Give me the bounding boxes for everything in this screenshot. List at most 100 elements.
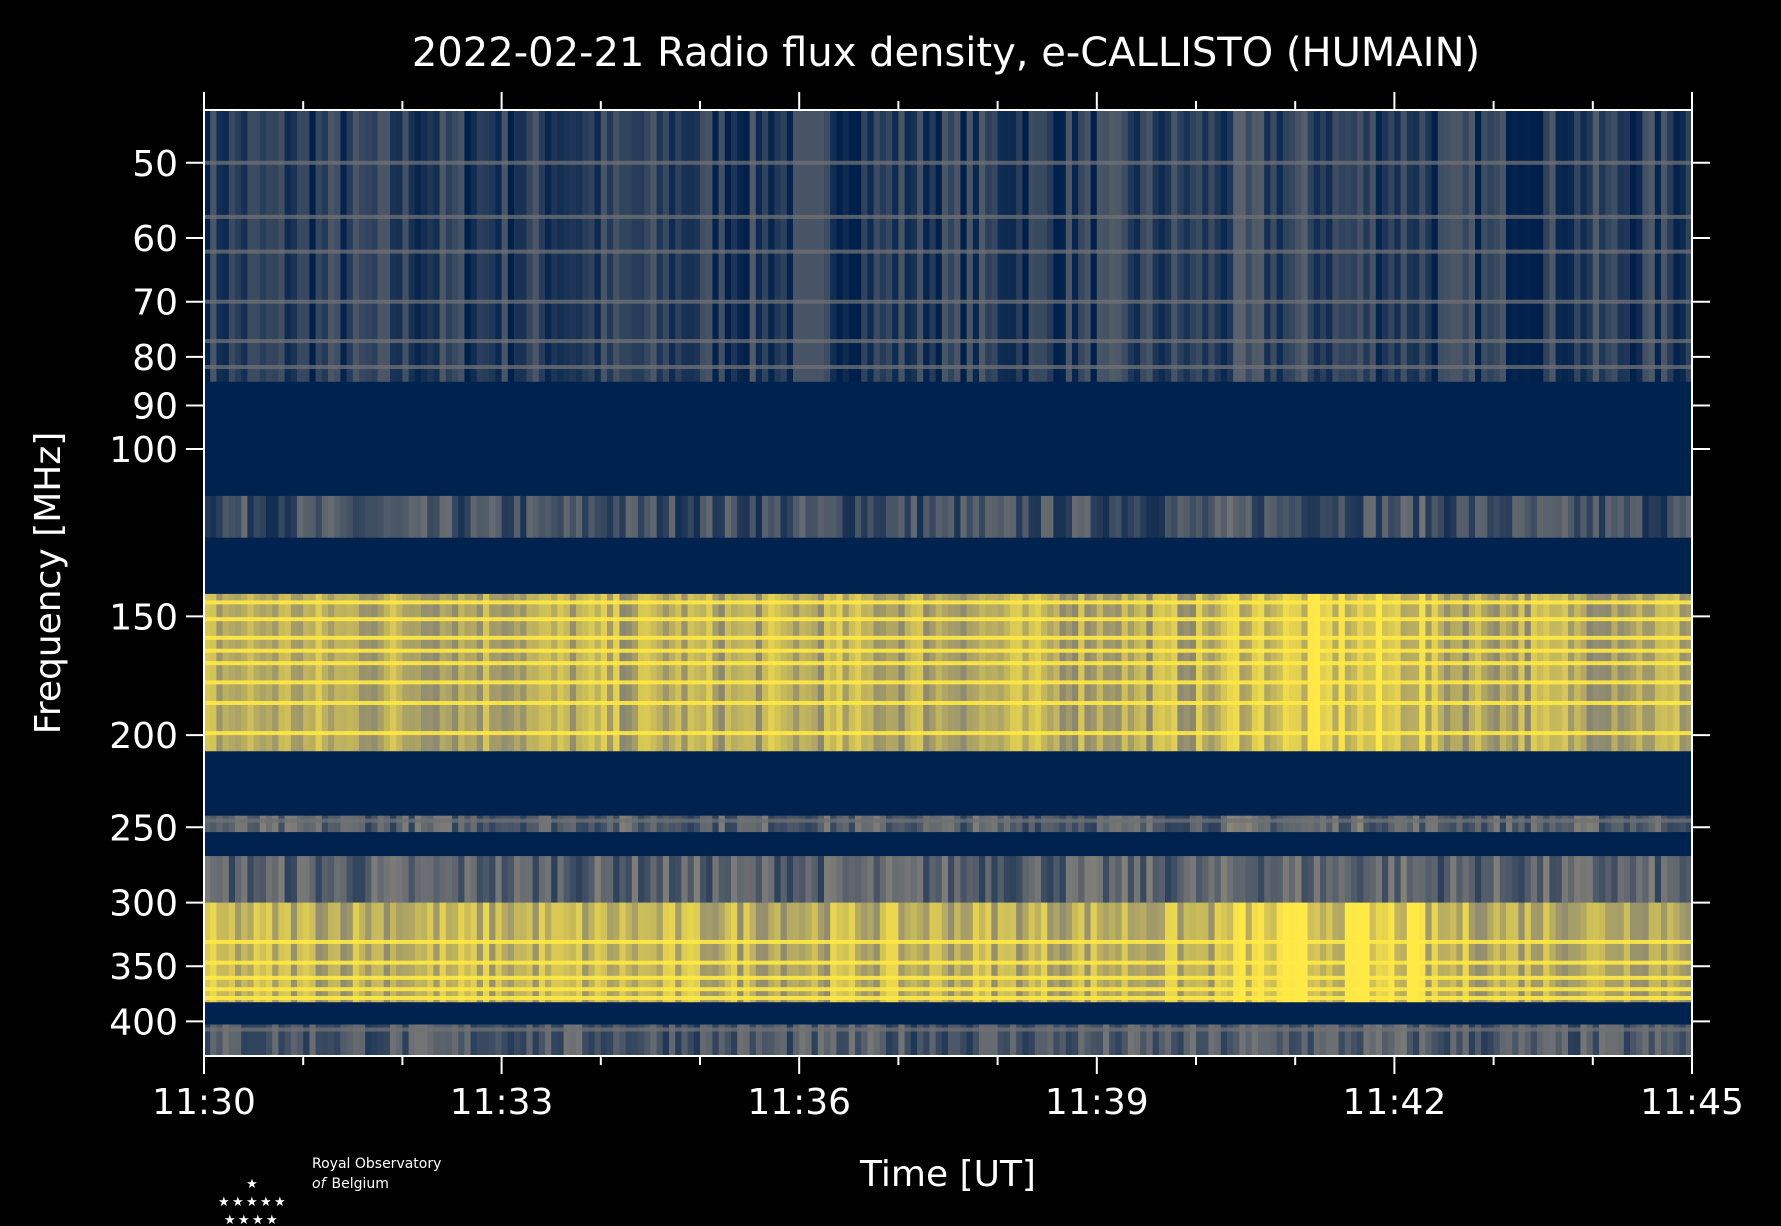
spectrum-cell: [600, 856, 608, 903]
spectrum-cell: [743, 815, 751, 833]
spectrum-cell: [1233, 1024, 1240, 1056]
spectrum-cell: [774, 902, 782, 1003]
spectrum-cell: [1326, 593, 1333, 752]
y-tick-label: 90: [132, 386, 178, 427]
spectrum-cell: [1289, 495, 1296, 538]
spectrum-cell: [1134, 856, 1141, 903]
spectrum-cell: [898, 593, 906, 752]
spectrum-cell: [1320, 1024, 1327, 1056]
spectrum-cell: [284, 815, 292, 833]
spectrum-cell: [253, 1024, 261, 1056]
spectrum-cell: [824, 856, 831, 903]
spectrum-cell: [421, 495, 428, 538]
spectrum-cell: [1351, 902, 1358, 1003]
spectrum-cell: [1425, 902, 1433, 1003]
spectrum-cell: [1115, 593, 1123, 752]
spectrum-cell: [954, 902, 961, 1003]
logo-line-2-rest: Belgium: [332, 1176, 389, 1192]
spectrum-cell: [979, 856, 986, 903]
spectrum-cell: [1121, 495, 1129, 538]
spectrum-cell: [1227, 815, 1234, 833]
spectrum-cell: [334, 1024, 341, 1056]
spectrum-cell: [1096, 902, 1104, 1003]
spectrum-cell: [1419, 593, 1426, 752]
spectrum-cell: [762, 593, 769, 752]
spectrum-cell: [1543, 110, 1550, 382]
spectrum-cell: [359, 1024, 366, 1056]
spectrum-cell: [1189, 110, 1197, 382]
spectrum-cell: [1214, 110, 1222, 382]
spectrum-cell: [1425, 815, 1433, 833]
spectrum-cell: [1270, 110, 1278, 382]
spectrum-cell: [1537, 110, 1544, 382]
spectrum-cell: [1524, 110, 1532, 382]
spectrum-cell: [1487, 902, 1495, 1003]
band-300-382: [204, 902, 1692, 1003]
spectrum-cell: [1592, 856, 1600, 903]
spectrum-cell: [483, 110, 490, 382]
spectrum-cell: [1623, 1024, 1631, 1056]
spectrum-cell: [1661, 110, 1668, 382]
spectrum-cell: [563, 1024, 571, 1056]
spectrum-cell: [737, 815, 744, 833]
spectrum-cell: [1196, 495, 1203, 538]
spectrum-cell: [886, 1024, 893, 1056]
spectrum-cell: [489, 902, 496, 1003]
masked-band-382-403: [204, 1002, 1692, 1025]
spectrum-cell: [718, 110, 726, 382]
spectrum-cell: [1623, 902, 1631, 1003]
x-tick-label: 11:39: [1045, 1082, 1149, 1123]
spectrum-cell: [452, 902, 459, 1003]
spectrum-cell: [886, 902, 893, 1003]
spectrum-cell: [569, 1024, 577, 1056]
spectrum-cell: [1295, 593, 1302, 752]
spectrum-cell: [1158, 902, 1166, 1003]
spectrum-cell: [1475, 495, 1482, 538]
spectrum-cell: [352, 593, 360, 752]
spectrum-cell: [848, 593, 856, 752]
spectrum-cell: [805, 856, 813, 903]
spectrum-cell: [1003, 495, 1011, 538]
spectrum-cell: [669, 1024, 676, 1056]
spectrum-cell: [923, 593, 930, 752]
spectrum-cell: [1065, 1024, 1073, 1056]
spectrum-cell: [1282, 902, 1290, 1003]
spectrum-cell: [1611, 815, 1619, 833]
spectrum-cell: [1059, 856, 1067, 903]
spectrum-cell: [855, 593, 862, 752]
spectrum-cell: [204, 815, 211, 833]
spectrum-cell: [1524, 593, 1532, 752]
spectrum-cell: [910, 495, 918, 538]
spectrum-cell: [681, 815, 689, 833]
spectrum-cell: [1065, 495, 1073, 538]
spectrum-cell: [1462, 815, 1470, 833]
spectrum-cell: [1010, 593, 1017, 752]
spectrum-cell: [1326, 495, 1333, 538]
spectrum-cell: [328, 1024, 335, 1056]
spectrum-cell: [1307, 593, 1315, 752]
spectrum-cell: [1623, 815, 1631, 833]
spectrum-cell: [334, 495, 341, 538]
spectrum-cell: [1152, 593, 1160, 752]
spectrum-cell: [1357, 495, 1364, 538]
spectrum-cell: [545, 110, 552, 382]
spectrum-cell: [681, 495, 689, 538]
spectrum-cell: [377, 815, 385, 833]
spectrum-cell: [1016, 110, 1023, 382]
spectrum-cell: [780, 110, 788, 382]
spectrum-cell: [241, 815, 248, 833]
spectrum-cell: [811, 1024, 819, 1056]
spectrum-cell: [960, 593, 968, 752]
spectrum-cell: [662, 110, 670, 382]
spectrum-cell: [1344, 902, 1352, 1003]
spectrum-cell: [873, 110, 881, 382]
spectrum-cell: [1592, 593, 1600, 752]
spectrum-cell: [1264, 856, 1271, 903]
spectrum-cell: [402, 110, 410, 382]
spectrum-cell: [235, 815, 242, 833]
spectrum-cell: [1413, 815, 1420, 833]
spectrum-cell: [495, 110, 503, 382]
spectrum-cell: [1617, 1024, 1625, 1056]
spectrum-cell: [1307, 495, 1315, 538]
spectrum-cell: [545, 593, 552, 752]
